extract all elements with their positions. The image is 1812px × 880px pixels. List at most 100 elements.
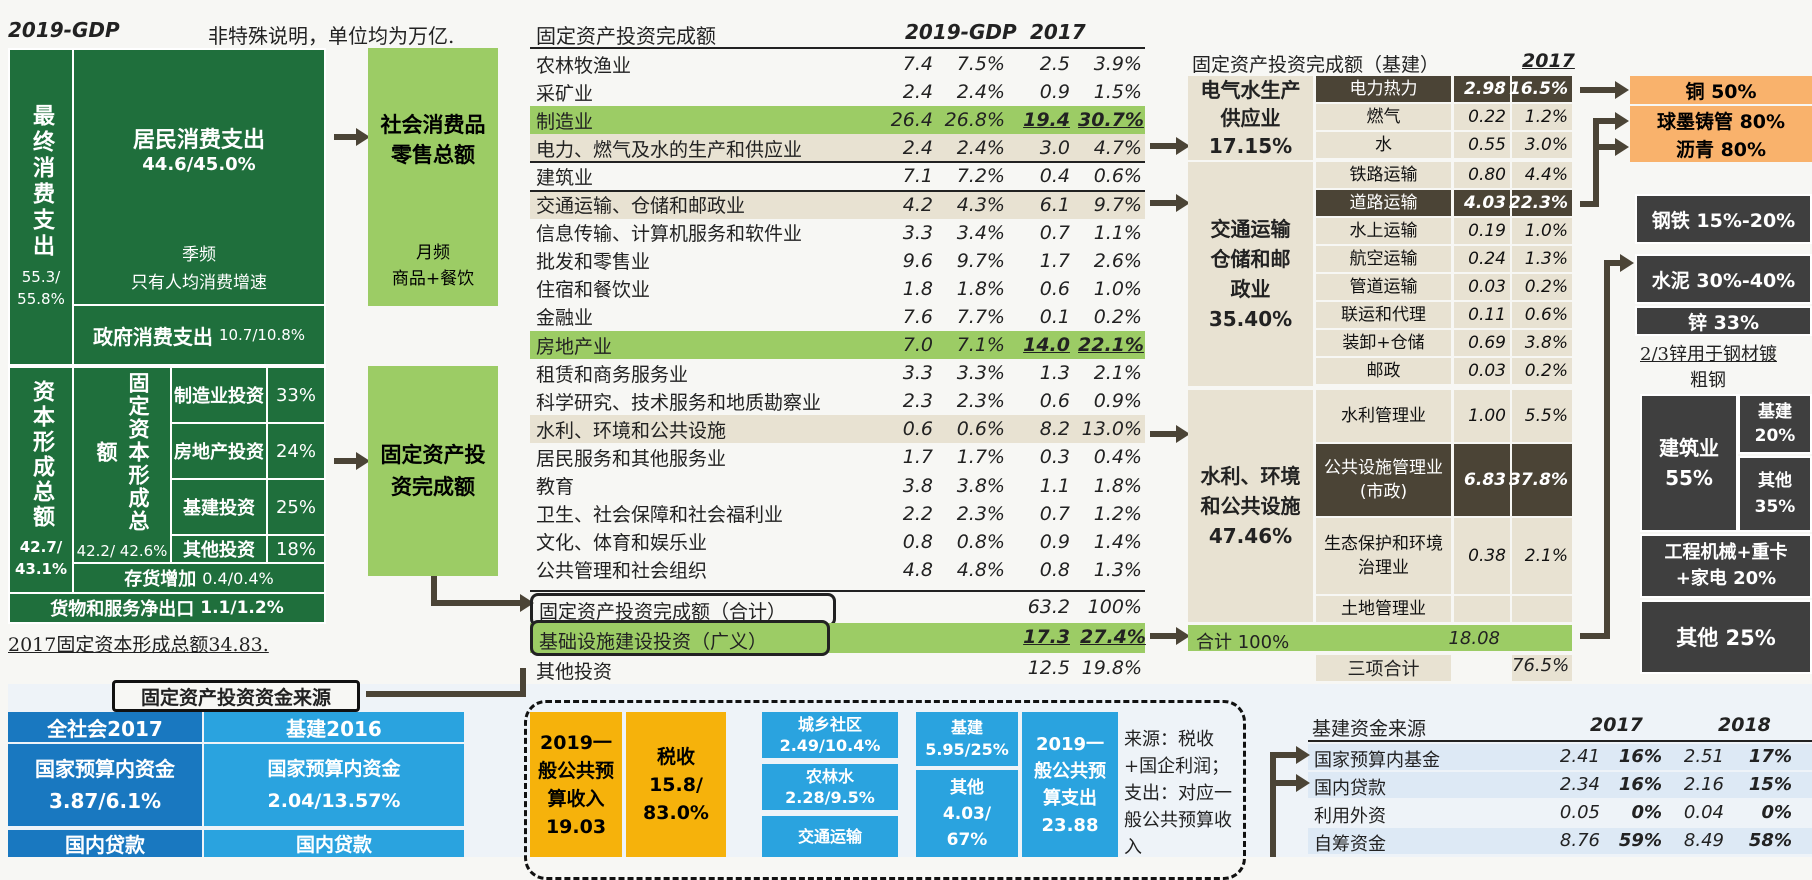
fai-row-2017-value: 6.1 xyxy=(1039,193,1070,216)
fai-table-row: 居民服务和其他服务业 1.7 1.7% 0.3 0.4% xyxy=(530,443,1145,471)
infra-sub-pct: 0.2% xyxy=(1512,274,1572,300)
fixed-capital-title: 固定资本形成总额 xyxy=(94,371,150,533)
infra-small-pct: 20% xyxy=(1754,426,1796,446)
fai-table-row: 文化、体育和娱乐业 0.8 0.8% 0.9 1.4% xyxy=(530,528,1145,556)
fai-row-gdp-value: 7.1 xyxy=(902,165,933,188)
fai-row-gdp-pct: 1.8% xyxy=(956,277,1005,300)
other-small-title: 其他 xyxy=(1758,471,1792,491)
arrow-head xyxy=(1296,774,1310,792)
qt-value: 4.03/ 67% xyxy=(942,803,992,850)
revenue-value: 19.03 xyxy=(545,815,607,838)
divider xyxy=(530,161,1145,164)
fai-row-2017-value: 0.3 xyxy=(1039,446,1070,469)
fai-row-2017-pct: 0.4% xyxy=(1093,446,1142,469)
fai-row-2017-value: 2.5 xyxy=(1039,53,1070,75)
fai-header-gdp: 2019-GDP xyxy=(905,20,1017,44)
unit-note: 非特殊说明，单位均为万亿. xyxy=(208,24,455,48)
fai-row-gdp-pct: 3.8% xyxy=(956,474,1005,497)
infra-src-row xyxy=(1308,772,1812,798)
arrow-line xyxy=(1150,200,1180,206)
final-consumption-title: 最终消费支出 xyxy=(29,104,54,260)
infra-src-value: 59% xyxy=(1618,830,1662,851)
fai-row-2017-pct: 4.7% xyxy=(1093,137,1142,160)
fai-row-2017-value: 1.1 xyxy=(1039,474,1070,497)
arrow-line xyxy=(431,600,525,606)
infra-small-box: 基建 20% xyxy=(1738,394,1812,454)
infra-src-value: 15% xyxy=(1748,774,1792,795)
infra-src-row xyxy=(1308,744,1812,770)
arrow-line xyxy=(1150,431,1180,437)
fai-row-gdp-pct: 4.8% xyxy=(956,558,1005,581)
fai-other-pct: 19.8% xyxy=(1081,657,1142,679)
fai-row-gdp-pct: 0.6% xyxy=(956,418,1005,441)
infra-src-name: 自筹资金 xyxy=(1314,834,1386,855)
arrow-line xyxy=(334,134,358,140)
col1-budget-value: 3.87/6.1% xyxy=(48,789,162,813)
col1-header: 全社会2017 xyxy=(8,712,202,742)
grey-item: 钢铁 15%-20% xyxy=(1635,194,1812,244)
arrow-head xyxy=(356,128,370,146)
fai-infra-row xyxy=(530,623,1145,653)
fai-row-2017-pct: 0.9% xyxy=(1093,390,1142,413)
spend-item-title: 农林水 xyxy=(805,767,854,786)
fai-row-name: 公共管理和社会组织 xyxy=(536,560,708,583)
grey-item: 锌 33% xyxy=(1635,306,1812,336)
infra-sub-name: 燃气 xyxy=(1316,104,1451,130)
col2-budget-value: 2.04/13.57% xyxy=(267,790,401,812)
fai-row-name: 交通运输、仓储和邮政业 xyxy=(536,195,746,217)
infra-sub-value: 0.55 xyxy=(1454,132,1510,158)
fai-row-2017-value: 0.9 xyxy=(1039,81,1070,104)
fai-row-2017-value: 0.4 xyxy=(1039,165,1070,188)
fai-table-row: 信息传输、计算机服务和软件业 3.3 3.4% 0.7 1.1% xyxy=(530,219,1145,247)
fc-item-name: 基建投资 xyxy=(170,478,268,536)
infra-sub-value: 0.03 xyxy=(1454,274,1510,300)
fc-item-name: 房地产投资 xyxy=(170,422,268,480)
arrow-line xyxy=(1580,201,1595,207)
infra-sub-value: 0.22 xyxy=(1454,104,1510,130)
g3-title: 水利、环境和公共设施 xyxy=(1200,464,1301,518)
qt-title: 其他 xyxy=(950,777,984,798)
fai-infra-value: 17.3 xyxy=(1023,626,1070,648)
other-small-box: 其他 35% xyxy=(1738,456,1812,532)
infra-sub-pct: 0.6% xyxy=(1512,302,1572,328)
three-total-name: 三项合计 xyxy=(1316,655,1451,681)
col2-header: 基建2016 xyxy=(204,712,464,742)
fai-row-2017-value: 14.0 xyxy=(1023,334,1070,356)
infra-sub-pct: 1.0% xyxy=(1512,218,1572,244)
fai-row-gdp-pct: 7.1% xyxy=(956,334,1005,356)
spend-item-value: 2.28/9.5% xyxy=(785,788,875,807)
arrow-line xyxy=(1150,143,1180,149)
fai-table-row: 租赁和商务服务业 3.3 3.3% 1.3 2.1% xyxy=(530,359,1145,387)
fai-row-name: 卫生、社会保障和社会福利业 xyxy=(536,504,784,527)
retail-title: 社会消费品零售总额 xyxy=(380,113,486,167)
three-total-pct: 76.5% xyxy=(1512,655,1572,681)
fai-row-name: 农林牧渔业 xyxy=(536,54,632,77)
fai-row-gdp-value: 3.3 xyxy=(902,221,933,244)
arrow-line xyxy=(1580,633,1610,639)
arrow-head xyxy=(1615,138,1629,156)
fai-row-name: 采矿业 xyxy=(536,82,594,105)
final-consumption-value: 55.3/ 55.8% xyxy=(17,268,65,308)
fai-row-2017-value: 1.7 xyxy=(1039,249,1070,272)
infra-year: 2017 xyxy=(1522,50,1575,72)
infra-sub-value: 0.03 xyxy=(1454,358,1510,384)
infra-src-year2: 2018 xyxy=(1718,714,1771,736)
infra-src-value: 16% xyxy=(1618,746,1662,767)
construction-pct: 55% xyxy=(1665,466,1713,490)
fai-table-row: 农林牧渔业 7.4 7.5% 2.5 3.9% xyxy=(530,50,1145,78)
retail-note: 商品+餐饮 xyxy=(391,269,475,289)
fai-table-row: 卫生、社会保障和社会福利业 2.2 2.3% 0.7 1.2% xyxy=(530,500,1145,528)
fc-item-pct: 18% xyxy=(266,534,326,564)
fai-row-gdp-value: 3.8 xyxy=(902,474,933,497)
revenue-title: 2019一般公共预算收入 xyxy=(538,731,615,810)
fai-row-name: 房地产业 xyxy=(536,335,613,358)
infra-src-value: 2.41 xyxy=(1559,746,1600,767)
arrow-line xyxy=(1604,260,1624,266)
divider xyxy=(530,47,1145,49)
infra-sub-value: 0.11 xyxy=(1454,302,1510,328)
infra-sub-pct: 37.8% xyxy=(1509,444,1572,516)
fai-row-2017-value: 0.1 xyxy=(1039,305,1070,328)
fai-row-2017-value: 0.7 xyxy=(1039,221,1070,244)
fai-row-2017-value: 1.3 xyxy=(1039,362,1070,385)
infra-sub-name: 生态保护和环境治理业 xyxy=(1316,518,1451,594)
